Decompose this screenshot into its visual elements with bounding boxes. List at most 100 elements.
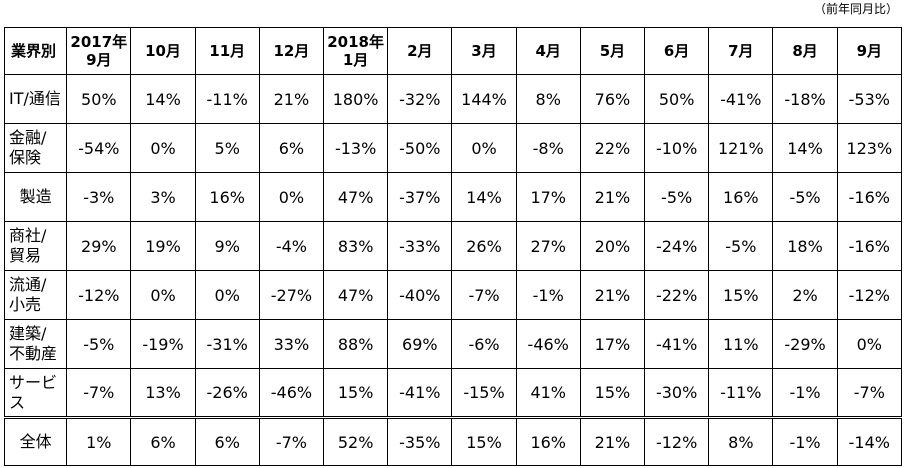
column-header: 8月 <box>772 27 838 75</box>
value-cell: -41% <box>644 319 710 369</box>
value-cell: 0% <box>194 270 260 320</box>
value-cell: 6% <box>130 416 196 466</box>
corner-header: 業界別 <box>3 27 68 75</box>
value-cell: -8% <box>515 123 581 173</box>
value-cell: 21% <box>579 270 646 320</box>
value-cell: 21% <box>579 416 646 466</box>
value-cell: -41% <box>708 74 774 124</box>
value-cell: 22% <box>579 123 646 173</box>
value-cell: -1% <box>772 416 838 466</box>
table-body: IT/通信 50% 14% -11% 21% 180% -32% 144% 8% 76% 50% -4… <box>3 74 903 466</box>
column-header: 2017年 9月 <box>66 27 132 75</box>
value-cell: 27% <box>515 221 581 271</box>
value-cell: 123% <box>836 123 903 173</box>
value-cell: 5% <box>194 123 260 173</box>
value-cell: -1% <box>772 368 838 418</box>
value-cell: -16% <box>836 221 903 271</box>
value-cell: -18% <box>772 74 838 124</box>
value-cell: 2% <box>772 270 838 320</box>
value-cell: -37% <box>387 172 453 222</box>
value-cell: -11% <box>194 74 260 124</box>
table-row: サービ ス -7% 13% -26% -46% 15% -41% -15% 41% 15% -30%… <box>3 368 903 418</box>
value-cell: -19% <box>130 319 196 369</box>
value-cell: 88% <box>323 319 389 369</box>
value-cell: -5% <box>644 172 710 222</box>
value-cell: 16% <box>515 416 581 466</box>
value-cell: 50% <box>644 74 710 124</box>
table-row: 流通/ 小売 -12% 0% 0% -27% 47% -40% -7% -1% 21% -22% 15… <box>3 270 903 320</box>
value-cell: 33% <box>258 319 325 369</box>
value-cell: 19% <box>130 221 196 271</box>
value-cell: 16% <box>194 172 260 222</box>
value-cell: 15% <box>708 270 774 320</box>
value-cell: 76% <box>579 74 646 124</box>
value-cell: 21% <box>579 172 646 222</box>
column-header: 10月 <box>130 27 196 75</box>
value-cell: 17% <box>515 172 581 222</box>
value-cell: 8% <box>708 416 774 466</box>
value-cell: -16% <box>836 172 903 222</box>
column-header: 4月 <box>515 27 581 75</box>
value-cell: 16% <box>708 172 774 222</box>
value-cell: 6% <box>194 416 260 466</box>
column-header: 12月 <box>258 27 325 75</box>
value-cell: -35% <box>387 416 453 466</box>
value-cell: -6% <box>451 319 517 369</box>
value-cell: 21% <box>258 74 325 124</box>
value-cell: -4% <box>258 221 325 271</box>
value-cell: -7% <box>836 368 903 418</box>
value-cell: -12% <box>836 270 903 320</box>
column-header: 3月 <box>451 27 517 75</box>
value-cell: -46% <box>515 319 581 369</box>
value-cell: 50% <box>66 74 132 124</box>
value-cell: -5% <box>708 221 774 271</box>
table-row: IT/通信 50% 14% -11% 21% 180% -32% 144% 8% 76% 50% -4… <box>3 74 903 124</box>
value-cell: -31% <box>194 319 260 369</box>
value-cell: 14% <box>772 123 838 173</box>
value-cell: 17% <box>579 319 646 369</box>
column-header: 7月 <box>708 27 774 75</box>
value-cell: -5% <box>66 319 132 369</box>
value-cell: -11% <box>708 368 774 418</box>
table-row: 商社/ 貿易 29% 19% 9% -4% 83% -33% 26% 27% 20% -24% -5%… <box>3 221 903 271</box>
column-header: 2018年 1月 <box>323 27 389 75</box>
value-cell: 15% <box>451 416 517 466</box>
value-cell: -40% <box>387 270 453 320</box>
value-cell: -53% <box>836 74 903 124</box>
value-cell: -32% <box>387 74 453 124</box>
row-label: サービ ス <box>3 368 68 418</box>
value-cell: 0% <box>258 172 325 222</box>
value-cell: -12% <box>644 416 710 466</box>
value-cell: 18% <box>772 221 838 271</box>
value-cell: 11% <box>708 319 774 369</box>
value-cell: 144% <box>451 74 517 124</box>
value-cell: 0% <box>836 319 903 369</box>
industry-yoy-table: 業界別 2017年 9月 10月 11月 12月 2018年 1月 2月 3月 4月 5月 6月 7… <box>3 27 903 466</box>
value-cell: -7% <box>66 368 132 418</box>
value-cell: 14% <box>451 172 517 222</box>
row-label: 金融/ 保険 <box>3 123 68 173</box>
value-cell: 0% <box>130 270 196 320</box>
value-cell: 0% <box>130 123 196 173</box>
column-header: 6月 <box>644 27 710 75</box>
row-label: 流通/ 小売 <box>3 270 68 320</box>
value-cell: 6% <box>258 123 325 173</box>
value-cell: -7% <box>451 270 517 320</box>
value-cell: 14% <box>130 74 196 124</box>
value-cell: -24% <box>644 221 710 271</box>
value-cell: 13% <box>130 368 196 418</box>
column-header: 2月 <box>387 27 453 75</box>
value-cell: 15% <box>579 368 646 418</box>
column-header: 9月 <box>836 27 903 75</box>
value-cell: 47% <box>323 270 389 320</box>
value-cell: -50% <box>387 123 453 173</box>
value-cell: 26% <box>451 221 517 271</box>
value-cell: -54% <box>66 123 132 173</box>
value-cell: -22% <box>644 270 710 320</box>
value-cell: 180% <box>323 74 389 124</box>
value-cell: -46% <box>258 368 325 418</box>
value-cell: -14% <box>836 416 903 466</box>
value-cell: 83% <box>323 221 389 271</box>
value-cell: -10% <box>644 123 710 173</box>
value-cell: -7% <box>258 416 325 466</box>
